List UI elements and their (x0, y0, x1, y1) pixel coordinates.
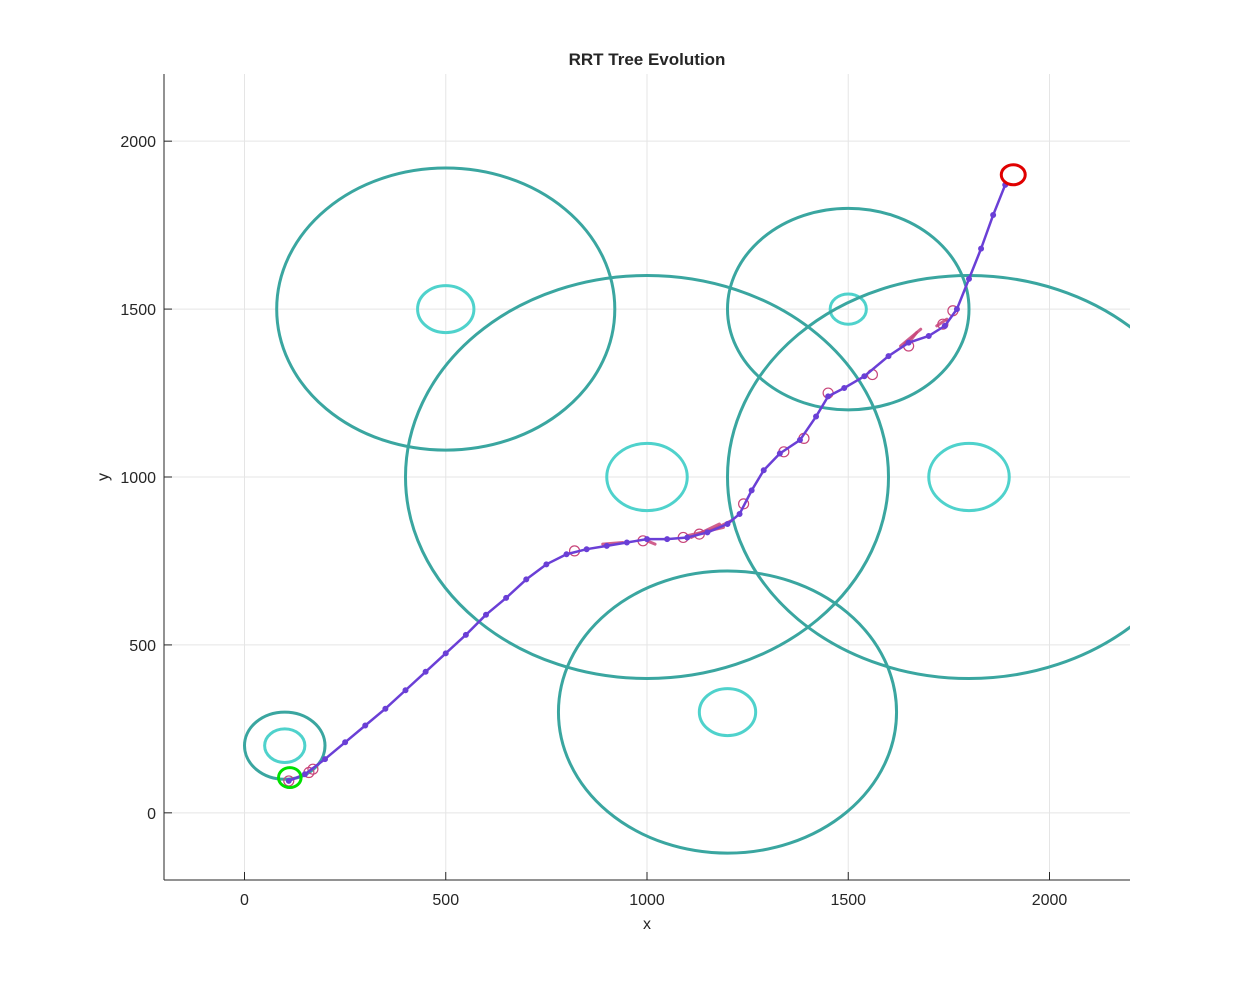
path-point-33 (885, 353, 892, 360)
path-point-32 (861, 373, 868, 380)
path-point-5 (362, 722, 369, 729)
obstacle-inner-circle-6 (697, 687, 758, 738)
x-tick-label: 1000 (629, 892, 665, 909)
goal-marker (999, 163, 1027, 187)
path-point-6 (382, 705, 389, 712)
path-point-8 (422, 668, 429, 675)
obstacle-outer-circle-3 (404, 274, 890, 680)
path-point-25 (748, 487, 755, 494)
x-tick-label: 2000 (1032, 892, 1068, 909)
path-point-2 (301, 771, 308, 778)
path-point-26 (760, 467, 767, 474)
path-point-30 (825, 393, 832, 400)
path-point-12 (503, 594, 510, 601)
path-point-16 (583, 546, 590, 553)
path-point-7 (402, 687, 409, 694)
path-point-23 (724, 521, 731, 528)
obstacle-inner-circle-1 (263, 727, 307, 764)
path-point-13 (523, 576, 530, 583)
path-point-39 (978, 245, 985, 252)
path-point-11 (483, 611, 489, 618)
path-point-34 (905, 339, 912, 346)
y-axis-label: y (95, 473, 112, 481)
y-tick-label: 2000 (120, 134, 156, 151)
x-tick-label: 1500 (830, 892, 866, 909)
path-point-1 (285, 777, 292, 784)
path-point-19 (644, 536, 650, 543)
path-point-10 (462, 631, 469, 638)
path-point-36 (941, 322, 948, 329)
y-tick-label: 1000 (120, 470, 156, 487)
path-point-17 (603, 542, 610, 549)
path-point-14 (543, 561, 550, 568)
tree-node-8 (737, 498, 750, 510)
x-tick-label: 500 (432, 892, 459, 909)
start-marker (277, 766, 303, 790)
obstacle-outer-circle-2 (275, 166, 617, 452)
path-point-35 (925, 332, 932, 339)
path-point-38 (966, 275, 972, 282)
path-point-40 (990, 212, 997, 219)
tree-node-1 (283, 775, 295, 787)
obstacle-outer-circle-1 (243, 710, 327, 781)
path-point-20 (664, 536, 671, 543)
path-point-31 (841, 385, 848, 392)
axes: 0 500 1000 1500 2000 0 500 1000 1500 2000 (120, 74, 1130, 909)
path-point-4 (342, 739, 349, 746)
tree-node-14 (937, 318, 949, 330)
y-tick-label: 1500 (120, 302, 156, 319)
path-point-24 (736, 510, 743, 517)
y-tick-label: 500 (129, 638, 156, 655)
obstacle-inner-circle-4 (828, 292, 868, 326)
obstacle-inner-circle-2 (416, 284, 476, 335)
x-tick-label: 0 (240, 892, 249, 909)
plot-area (243, 163, 1130, 855)
path-point-3 (322, 756, 328, 763)
obstacle-outer-circle-6 (556, 569, 899, 855)
y-tick-label: 0 (147, 806, 156, 823)
path-point-22 (704, 529, 711, 536)
x-axis-label: x (643, 916, 651, 933)
path-point-21 (684, 534, 691, 541)
path-point-29 (813, 413, 820, 420)
obstacle-inner-circle-5 (927, 441, 1011, 513)
path-point-37 (953, 306, 960, 313)
obstacle-inner-circle-3 (605, 441, 689, 513)
obstacle-outer-circle-4 (726, 206, 971, 412)
chart-title: RRT Tree Evolution (569, 50, 726, 69)
tree-node-3 (307, 763, 319, 775)
path-point-27 (776, 450, 783, 457)
path-point-15 (563, 551, 570, 558)
path-point-18 (623, 539, 630, 546)
path-point-9 (442, 650, 449, 657)
path-point-28 (796, 437, 803, 444)
